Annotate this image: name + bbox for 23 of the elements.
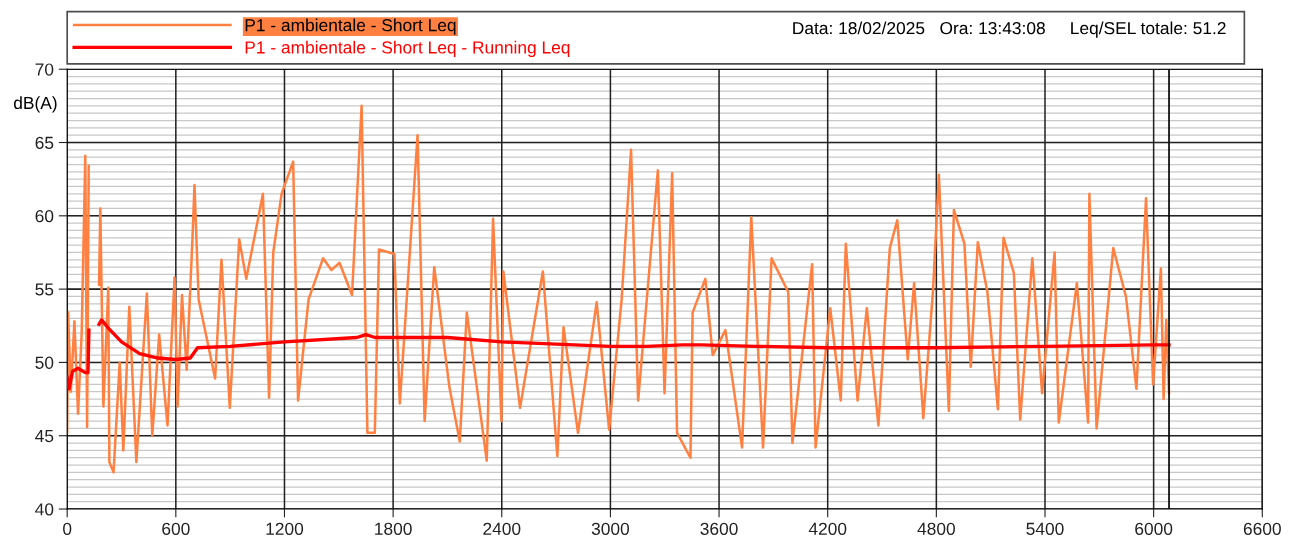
- x-tick-label: 600: [162, 522, 190, 535]
- x-tick-label: 1200: [266, 522, 304, 535]
- y-tick-label: 50: [35, 356, 54, 369]
- x-tick-label: 3600: [700, 522, 738, 535]
- x-tick-label: 1800: [375, 522, 412, 535]
- y-tick-label: 45: [35, 430, 54, 443]
- y-axis-title: dB(A): [13, 96, 57, 113]
- x-tick-label: 4800: [917, 522, 955, 535]
- x-tick-label: 3000: [591, 522, 630, 535]
- y-tick-label: 55: [35, 283, 54, 296]
- x-tick-label: 2400: [483, 522, 521, 535]
- text: P1 - ambientale - Short Leq - Running Leq: [245, 40, 570, 57]
- text: P1 - ambientale - Short Leq: [245, 18, 456, 35]
- x-tick-label: 4200: [808, 522, 847, 535]
- x-tick-label: 6600: [1243, 522, 1281, 535]
- x-tick-label: 0: [63, 522, 72, 535]
- text: Data: 18/02/2025 Ora: 13:43:08 Leq/SEL totale: 51.2: [793, 21, 1226, 38]
- y-tick-label: 60: [35, 209, 54, 223]
- y-tick-label: 40: [35, 503, 54, 516]
- y-tick-label: 70: [35, 63, 54, 76]
- x-tick-label: 6000: [1135, 522, 1173, 535]
- y-tick-label: 65: [35, 136, 54, 149]
- x-tick-label: 5400: [1026, 522, 1064, 535]
